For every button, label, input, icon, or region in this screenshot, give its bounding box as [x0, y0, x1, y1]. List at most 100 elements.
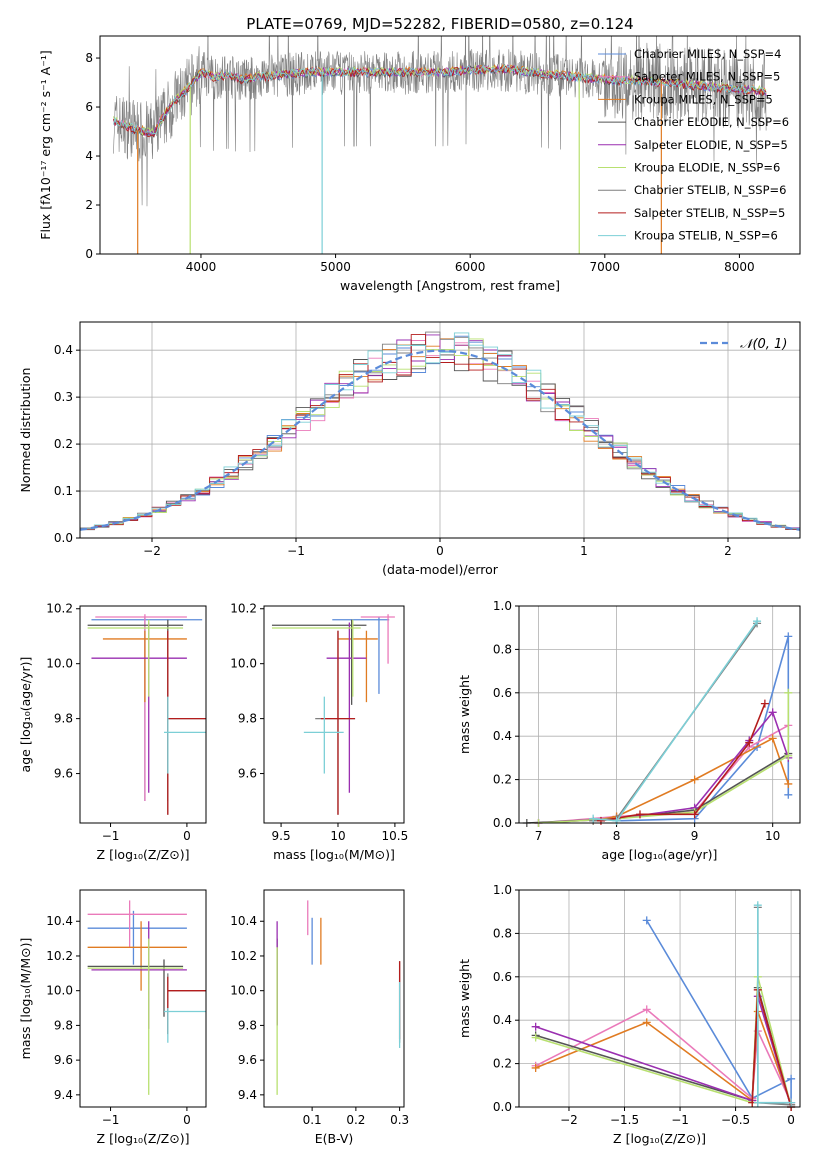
y-tick-label: 0.8 [493, 642, 512, 656]
y-tick-label: 0.0 [54, 531, 73, 545]
gaussian-curve [80, 349, 800, 531]
panel-spectrum: 4000 5000 6000 7000 8000 0 2 4 6 8 wavelength [Ang… [38, 35, 801, 293]
weight-point [753, 1098, 762, 1107]
weight-series-line [593, 620, 758, 822]
x-axis-label: (data-model)/error [382, 562, 499, 577]
weight-series-line [593, 622, 758, 822]
y-tick-label: 9.8 [54, 1018, 73, 1032]
y-tick-label: 10.4 [230, 914, 257, 928]
x-axis-label: Z [log₁₀(Z/Z⊙)] [613, 1131, 706, 1146]
y-tick-label: 0.2 [493, 773, 512, 787]
weight-series-line [538, 692, 790, 823]
x-tick-label: −1 [102, 829, 120, 843]
weight-point [753, 901, 762, 910]
legend-label: Chabrier STELIB, N_SSP=6 [634, 183, 786, 197]
axes-frame [263, 889, 405, 1108]
x-axis-label: Z [log₁₀(Z/Z⊙)] [97, 1131, 190, 1146]
x-tick-label: −1.5 [610, 1113, 639, 1127]
panel-mass-vs-Z: −1 0 9.4 9.6 9.8 10.0 10.2 10.4 Z [log₁₀(Z/Z⊙)] m… [18, 889, 207, 1146]
weight-point [784, 751, 793, 760]
legend-label: Kroupa MILES, N_SSP=5 [634, 92, 773, 106]
y-tick-label: 0.3 [54, 390, 73, 404]
axes-frame [79, 605, 207, 824]
weight-point [690, 775, 699, 784]
weight-point [642, 1005, 651, 1014]
x-tick-label: 0 [183, 1113, 191, 1127]
weight-point [760, 699, 769, 708]
x-tick-label: 4000 [186, 260, 217, 274]
x-tick-label: 0 [436, 544, 444, 558]
y-tick-label: 9.8 [54, 712, 73, 726]
y-axis-label: mass [log₁₀(M/M⊙)] [18, 938, 33, 1060]
x-tick-label: 1 [580, 544, 588, 558]
x-tick-label: −2 [143, 544, 161, 558]
y-tick-label: 0.4 [54, 343, 73, 357]
y-tick-label: 0.6 [493, 970, 512, 984]
y-tick-label: 9.4 [54, 1088, 73, 1102]
x-tick-label: 10.5 [382, 829, 409, 843]
x-tick-label: 0.2 [346, 1113, 365, 1127]
x-axis-label: E(B-V) [315, 1131, 354, 1146]
y-tick-label: 0.4 [493, 1013, 512, 1027]
x-tick-label: 10 [765, 829, 780, 843]
y-tick-label: 0.0 [493, 1100, 512, 1114]
x-tick-label: 0 [183, 829, 191, 843]
figure-title: PLATE=0769, MJD=52282, FIBERID=0580, z=0… [246, 15, 633, 33]
axes-frame [79, 321, 801, 539]
axes-frame [79, 889, 207, 1108]
observed-spectrum [113, 36, 767, 207]
y-tick-label: 10.0 [46, 657, 73, 671]
weight-point [784, 779, 793, 788]
y-tick-label: 0.0 [493, 816, 512, 830]
x-tick-label: −1 [287, 544, 305, 558]
y-tick-label: 8 [85, 51, 93, 65]
legend-label: Kroupa STELIB, N_SSP=6 [634, 229, 778, 243]
y-tick-label: 4 [85, 149, 93, 163]
weight-point [690, 810, 699, 819]
legend-label: Salpeter MILES, N_SSP=5 [634, 70, 780, 84]
y-tick-label: 10.0 [230, 984, 257, 998]
model-spectrum [113, 64, 767, 135]
x-tick-label: −0.5 [721, 1113, 750, 1127]
x-tick-label: 10 [330, 829, 345, 843]
residual-histogram [80, 332, 800, 530]
y-axis-label: Normed distribution [18, 368, 33, 493]
legend-label: Salpeter ELODIE, N_SSP=5 [634, 138, 788, 152]
legend-label: Chabrier MILES, N_SSP=4 [634, 47, 781, 61]
panel-age-vs-mass: 9.5 10 10.5 9.6 9.8 10.0 10.2 mass [log₁₀(M/M⊙)… [230, 602, 408, 862]
axes-frame [263, 605, 405, 824]
y-tick-label: 0.1 [54, 484, 73, 498]
weight-series-line [616, 636, 790, 822]
x-axis-label: mass [log₁₀(M/M⊙)] [273, 847, 395, 862]
y-tick-label: 10.2 [46, 602, 73, 616]
y-tick-label: 1.0 [493, 599, 512, 613]
weight-point [531, 1033, 540, 1042]
weight-series-line [538, 710, 790, 823]
y-tick-label: 0.4 [493, 729, 512, 743]
y-axis-label: mass weight [457, 675, 472, 754]
panel-mass-vs-ebv: 0.1 0.2 0.3 9.4 9.6 9.8 10.0 10.2 10.4 E(B-V) [230, 889, 409, 1146]
x-axis-label: wavelength [Angstrom, rest frame] [340, 278, 560, 293]
legend-label: Kroupa ELODIE, N_SSP=6 [634, 161, 780, 175]
weight-point [784, 632, 793, 641]
weight-series-line [600, 703, 766, 822]
y-tick-label: 0 [85, 247, 93, 261]
weight-point [753, 617, 762, 626]
weight-point [787, 1098, 796, 1107]
weight-point [635, 810, 644, 819]
weight-point [642, 916, 651, 925]
x-tick-label: −2 [560, 1113, 578, 1127]
x-tick-label: −1 [671, 1113, 689, 1127]
y-tick-label: 10.2 [46, 949, 73, 963]
y-tick-label: 0.2 [54, 437, 73, 451]
x-tick-label: 2 [724, 544, 732, 558]
x-tick-label: 7 [535, 829, 543, 843]
weight-point [642, 1018, 651, 1027]
y-tick-label: 9.6 [238, 767, 257, 781]
y-tick-label: 2 [85, 198, 93, 212]
weight-point [531, 1022, 540, 1031]
x-tick-label: 0.1 [303, 1113, 322, 1127]
weight-point [589, 814, 598, 823]
legend-label: Salpeter STELIB, N_SSP=5 [634, 206, 785, 220]
